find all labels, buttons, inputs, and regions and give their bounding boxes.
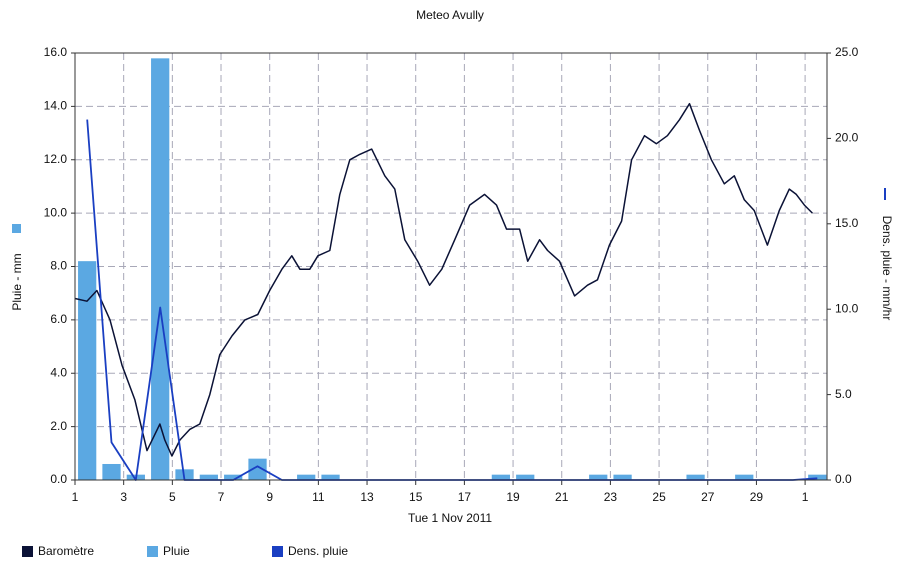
rain-bar — [686, 474, 705, 480]
x-tick-label: 11 — [312, 490, 325, 504]
rain-bar — [516, 474, 535, 480]
series-line — [74, 102, 813, 457]
rain-bar — [613, 474, 632, 480]
x-tick-label: 3 — [120, 490, 127, 504]
x-tick-label: 19 — [506, 490, 520, 504]
y2-tick-label: 25.0 — [835, 45, 859, 59]
y2-tick-label: 5.0 — [835, 387, 852, 401]
rain-bar — [735, 474, 754, 480]
x-tick-label: 23 — [604, 490, 618, 504]
legend-label: Dens. pluie — [288, 544, 348, 558]
y-tick-label: 2.0 — [50, 419, 67, 433]
rain-bar — [491, 474, 511, 480]
y-tick-label: 6.0 — [50, 312, 67, 326]
x-tick-label: 27 — [701, 490, 715, 504]
rain-bar — [589, 474, 608, 480]
legend-swatch — [22, 546, 33, 557]
rain-bar — [224, 474, 243, 480]
y-tick-label: 4.0 — [50, 365, 67, 379]
x-tick-label: 25 — [652, 490, 666, 504]
rain-bar — [321, 474, 340, 480]
y-tick-label: 10.0 — [44, 205, 68, 219]
x-tick-label: 13 — [360, 490, 374, 504]
y2-tick-label: 20.0 — [835, 131, 859, 145]
rain-bar — [102, 463, 121, 480]
x-tick-label: 9 — [266, 490, 273, 504]
y-tick-label: 14.0 — [44, 99, 68, 113]
legend-label: Baromètre — [38, 544, 94, 558]
y-tick-label: 0.0 — [50, 472, 67, 486]
y-tick-label: 12.0 — [44, 152, 68, 166]
legend-swatch — [147, 546, 158, 557]
rain-bar — [199, 474, 218, 480]
rain-bar — [248, 458, 267, 480]
rain-bar — [297, 474, 316, 480]
rain-bar — [78, 261, 97, 480]
x-tick-label: 7 — [218, 490, 225, 504]
rain-bar — [808, 474, 827, 480]
x-tick-label: 1 — [802, 490, 809, 504]
rain-bar — [151, 58, 170, 481]
y-axis-swatch — [12, 224, 21, 233]
y-tick-label: 8.0 — [50, 259, 67, 273]
x-tick-label: 21 — [555, 490, 569, 504]
x-axis-label: Tue 1 Nov 2011 — [408, 511, 492, 525]
y2-axis-label: Dens. pluie - mm/hr — [880, 216, 894, 321]
y2-tick-label: 15.0 — [835, 216, 859, 230]
x-tick-label: 15 — [409, 490, 423, 504]
y2-tick-label: 10.0 — [835, 301, 859, 315]
y-tick-label: 16.0 — [44, 45, 68, 59]
x-tick-label: 17 — [458, 490, 472, 504]
x-tick-label: 5 — [169, 490, 176, 504]
legend-swatch — [272, 546, 283, 557]
legend-label: Pluie — [163, 544, 190, 558]
y-axis-label: Pluie - mm — [10, 253, 24, 310]
chart-title: Meteo Avully — [416, 8, 484, 22]
x-tick-label: 1 — [72, 490, 79, 504]
x-tick-label: 29 — [750, 490, 764, 504]
y2-tick-label: 0.0 — [835, 472, 852, 486]
plot-frame — [74, 52, 828, 481]
